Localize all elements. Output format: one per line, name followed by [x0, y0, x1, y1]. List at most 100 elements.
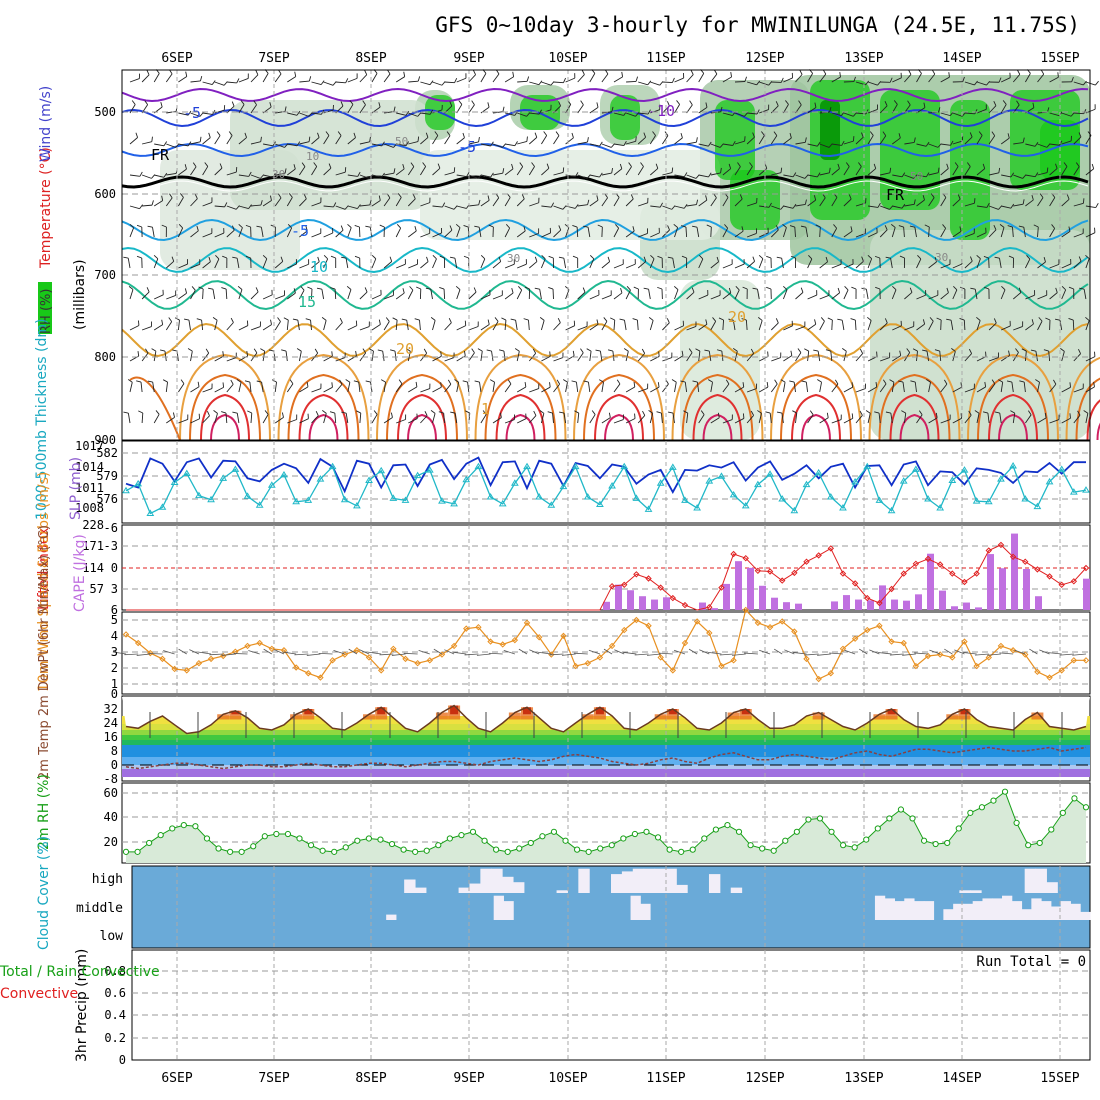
wind-barb — [307, 286, 313, 290]
wind-barb — [720, 106, 723, 112]
wind-barb — [1069, 413, 1071, 419]
wind-barb — [240, 100, 245, 105]
contour-label: -5 — [183, 104, 201, 122]
wind-barb — [274, 321, 281, 331]
cloud-bar — [578, 868, 590, 893]
temperature-contour — [801, 413, 831, 441]
wind-barb — [634, 653, 649, 656]
wind-barb — [563, 77, 566, 83]
wind-barb — [432, 386, 442, 393]
cape-bar — [735, 561, 742, 610]
wind-barb — [454, 379, 459, 383]
wind-barb — [575, 382, 579, 393]
wind-barb — [238, 382, 242, 393]
wind-barb — [596, 195, 599, 201]
rh-point — [331, 848, 338, 855]
wind-barb — [841, 140, 845, 146]
wind-barb — [274, 382, 277, 393]
wind-barb — [420, 81, 431, 86]
wind-speed-point — [183, 667, 190, 674]
wind-barb — [392, 317, 398, 321]
wind-barb — [710, 73, 718, 83]
temp-cap — [231, 710, 240, 715]
wind-barb — [297, 320, 300, 331]
wind-barb — [408, 80, 419, 83]
wind-barb — [626, 80, 637, 83]
wind-barb — [577, 141, 588, 145]
wind-barb — [716, 349, 722, 352]
wind-barb — [758, 254, 764, 260]
wind-barb — [884, 225, 888, 231]
wind-barb — [648, 289, 651, 300]
wind-barb — [260, 348, 265, 352]
wind-barb — [1027, 410, 1032, 416]
wind-barb — [402, 163, 405, 170]
wind-barb — [686, 204, 697, 207]
wind-barb — [807, 143, 818, 147]
cloud-bar — [404, 879, 416, 893]
wind-barb — [658, 652, 673, 655]
wind-barb — [553, 383, 560, 393]
wind-barb — [226, 171, 237, 176]
wind-barb — [474, 380, 480, 383]
wind-barb — [269, 102, 272, 108]
wind-barb — [464, 653, 479, 656]
wind-barb — [877, 652, 892, 655]
wind-barb — [185, 71, 188, 77]
wind-barb — [851, 382, 854, 388]
wind-barb — [1024, 351, 1027, 362]
wind-barb — [814, 102, 817, 108]
wind-barb — [432, 167, 441, 176]
bottom-date-label: 8SEP — [355, 1071, 386, 1086]
temp-band — [122, 724, 1090, 730]
wind-barb — [795, 204, 806, 207]
wind-barb — [843, 198, 852, 207]
wind-barb — [335, 171, 346, 176]
wind-barb — [884, 101, 888, 106]
wind-barb — [586, 348, 592, 352]
wind-barb — [1073, 112, 1084, 115]
wind-barb — [865, 410, 871, 414]
wind-barb — [190, 290, 196, 300]
wind-barb — [202, 201, 213, 207]
wind-barb — [622, 651, 637, 655]
wind-barb — [625, 112, 636, 117]
rh-point — [284, 830, 292, 838]
wind-barb — [498, 256, 502, 262]
wind-barb — [480, 199, 490, 207]
wind-barb — [202, 166, 209, 176]
wind-barb — [952, 166, 959, 176]
wind-barb — [553, 135, 560, 145]
temp-cap — [304, 709, 313, 715]
wind-barb — [1012, 74, 1021, 83]
slp-point — [693, 504, 702, 511]
wind-barb — [868, 205, 879, 208]
wind-barb — [541, 168, 550, 176]
wind-barb — [245, 224, 251, 228]
li-point — [621, 581, 628, 589]
wind-barb — [773, 131, 778, 136]
wind-barb — [638, 112, 649, 115]
wind-barb — [299, 230, 308, 238]
wind-barb — [686, 291, 695, 300]
wind-barb — [311, 388, 322, 393]
wind-barb — [940, 168, 949, 176]
wind-barb — [270, 224, 276, 228]
wind-barb — [1000, 382, 1004, 393]
slp-point — [158, 503, 167, 510]
wind-barb — [487, 319, 490, 325]
wind-barb — [807, 258, 813, 269]
wind-barb — [710, 382, 713, 393]
run-total-annotation: Run Total = 0 — [976, 954, 1086, 970]
wind-barb — [807, 414, 814, 424]
cape-bar — [975, 607, 982, 610]
wind-barb — [556, 379, 561, 385]
wind-barb — [287, 112, 298, 116]
wind-barb — [565, 289, 570, 300]
wind-barb — [440, 382, 442, 388]
wind-barb — [534, 256, 538, 262]
wind-speed-point — [535, 634, 543, 641]
wind-barb — [698, 107, 708, 114]
